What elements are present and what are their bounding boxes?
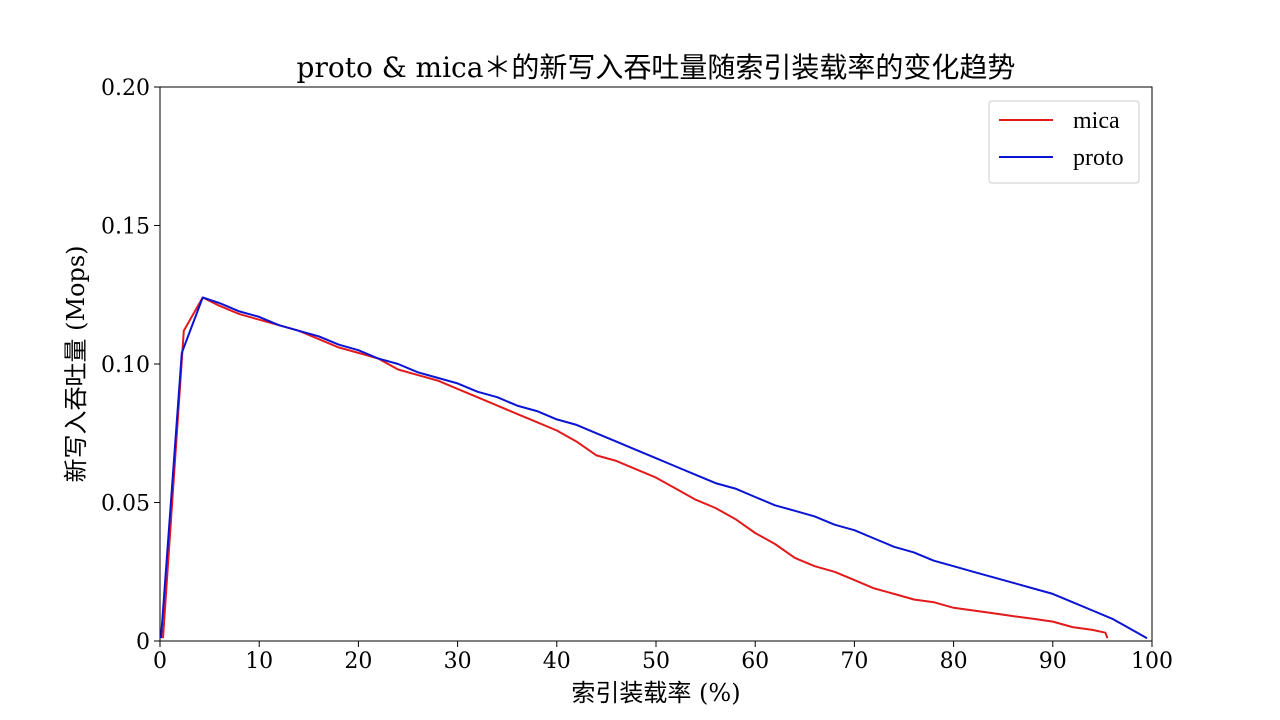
legend: mica proto [988,100,1140,184]
x-tick-label: 60 [741,649,769,674]
x-tick-label: 100 [1131,649,1173,674]
x-tick-label: 50 [642,649,670,674]
x-tick-label: 30 [444,649,472,674]
x-tick-label: 80 [940,649,968,674]
y-tick-label: 0.15 [101,215,150,240]
legend-label-mica: mica [1073,108,1120,134]
x-tick-label: 20 [344,649,372,674]
series-lines [160,296,1148,640]
x-tick-label: 10 [245,649,273,674]
y-tick-label: 0 [136,630,150,655]
legend-label-proto: proto [1073,145,1124,171]
x-tick-label: 0 [153,649,167,674]
chart-title: proto & mica＊的新写入吞吐量随索引装载率的变化趋势 [297,51,1016,84]
series-line-mica [162,296,1109,639]
y-axis: 0 0.05 0.10 0.15 0.20 [101,76,160,655]
y-tick-label: 0.20 [101,76,150,101]
x-tick-label: 40 [543,649,571,674]
x-axis: 0 10 20 30 40 50 60 70 80 90 100 [153,641,1173,674]
y-tick-label: 0.05 [101,492,150,517]
series-line-proto [160,296,1148,640]
x-axis-label: 索引装载率 (%) [571,679,740,707]
legend-box [988,100,1140,184]
y-tick-label: 0.10 [101,353,150,378]
y-axis-label: 新写入吞吐量 (Mops) [62,245,90,482]
x-tick-label: 90 [1039,649,1067,674]
x-tick-label: 70 [840,649,868,674]
